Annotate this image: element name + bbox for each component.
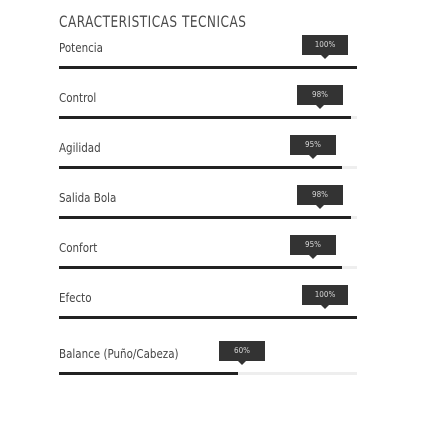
feature-label: Potencia bbox=[59, 41, 103, 55]
progress-track bbox=[59, 216, 357, 219]
feature-row-potencia: Potencia 100% bbox=[59, 34, 357, 74]
feature-row-salida-bola: Salida Bola 98% bbox=[59, 184, 357, 224]
progress-track bbox=[59, 166, 357, 169]
progress-fill bbox=[59, 216, 352, 219]
progress-track bbox=[59, 266, 357, 269]
feature-label: Efecto bbox=[59, 291, 92, 305]
percentage-badge: 98% bbox=[297, 85, 343, 109]
percentage-badge: 98% bbox=[297, 185, 343, 209]
feature-label: Agilidad bbox=[59, 141, 101, 155]
feature-label: Balance (Puño/Cabeza) bbox=[59, 347, 179, 361]
feature-row-balance: Balance (Puño/Cabeza) 60% bbox=[59, 340, 357, 380]
progress-fill bbox=[59, 266, 343, 269]
progress-track bbox=[59, 116, 357, 119]
progress-fill bbox=[59, 166, 343, 169]
percentage-badge: 100% bbox=[302, 285, 348, 309]
section-title: CARACTERISTICAS TECNICAS bbox=[59, 12, 247, 31]
percentage-badge: 60% bbox=[219, 341, 265, 365]
progress-fill bbox=[59, 116, 352, 119]
feature-row-control: Control 98% bbox=[59, 84, 357, 124]
percentage-badge: 95% bbox=[290, 235, 336, 259]
progress-fill bbox=[59, 66, 357, 69]
feature-label: Salida Bola bbox=[59, 191, 117, 205]
progress-track bbox=[59, 66, 357, 69]
progress-fill bbox=[59, 316, 357, 319]
percentage-badge: 95% bbox=[290, 135, 336, 159]
progress-track bbox=[59, 372, 357, 375]
progress-track bbox=[59, 316, 357, 319]
feature-list: Potencia 100% Control 98% Agilidad 95% S… bbox=[59, 0, 357, 435]
feature-label: Confort bbox=[59, 241, 98, 255]
feature-row-agilidad: Agilidad 95% bbox=[59, 134, 357, 174]
feature-row-confort: Confort 95% bbox=[59, 234, 357, 274]
percentage-badge: 100% bbox=[302, 35, 348, 59]
progress-fill bbox=[59, 372, 238, 375]
feature-row-efecto: Efecto 100% bbox=[59, 284, 357, 324]
feature-label: Control bbox=[59, 91, 97, 105]
